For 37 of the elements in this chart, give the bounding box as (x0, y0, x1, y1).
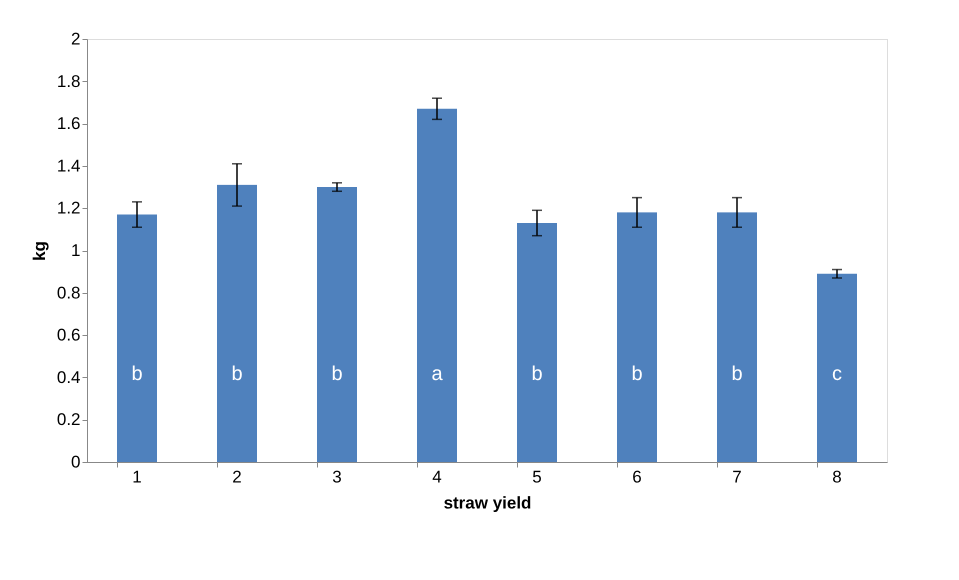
x-tick-label: 5 (532, 468, 542, 486)
y-tick-label: 0.6 (56, 326, 80, 345)
y-tick-label: 0 (71, 452, 80, 472)
x-axis-title: straw yield (444, 494, 532, 512)
x-tick-label: 2 (232, 468, 242, 486)
y-tick-label: 1.6 (56, 114, 80, 134)
x-tick-label: 8 (832, 468, 842, 486)
bar (217, 184, 257, 462)
bar (117, 214, 157, 462)
bar (517, 223, 557, 462)
bar (317, 187, 357, 462)
annotation: b (631, 363, 643, 385)
annotation: b (231, 363, 243, 385)
y-axis-title: kg (30, 241, 49, 261)
x-tick-label: 7 (732, 468, 742, 486)
annotation: a (431, 363, 444, 385)
bar (617, 212, 657, 462)
bar (817, 274, 857, 462)
y-tick-label: 0.8 (56, 283, 80, 302)
y-tick-label: 1 (71, 241, 80, 260)
x-tick-label: 3 (332, 468, 342, 486)
annotation: b (731, 363, 743, 385)
annotation: b (331, 363, 343, 385)
y-tick-label: 0.4 (56, 368, 80, 387)
x-tick-label: 4 (432, 468, 442, 486)
x-tick-label: 1 (132, 468, 142, 486)
y-tick-label: 1.8 (56, 72, 80, 91)
bar (717, 212, 757, 462)
y-tick-label: 2 (71, 30, 80, 48)
bar (417, 108, 457, 462)
x-tick-label: 6 (632, 468, 642, 486)
annotation: b (531, 363, 543, 385)
y-tick-label: 1.2 (56, 198, 80, 218)
annotation: b (131, 363, 143, 385)
annotation: c (832, 363, 842, 385)
y-tick-label: 1.4 (56, 156, 80, 176)
y-tick-label: 0.2 (56, 410, 80, 430)
